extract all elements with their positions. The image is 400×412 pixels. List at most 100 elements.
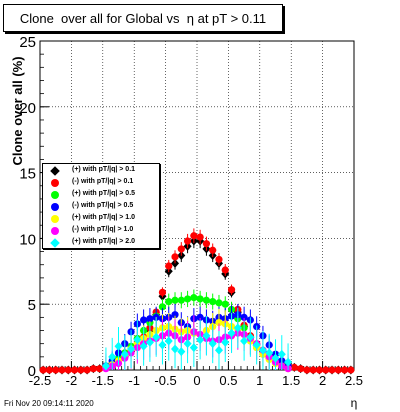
- data-point: [96, 365, 104, 373]
- data-point: [221, 266, 229, 274]
- data-point: [328, 366, 336, 374]
- legend-marker-2: [51, 191, 59, 199]
- data-point: [145, 337, 154, 347]
- y-tick-label: 25: [19, 34, 36, 51]
- data-point: [183, 237, 192, 245]
- chart-title: Clone over all for Global vs η at pT > 0…: [3, 4, 283, 32]
- legend-label: (+) with pT/|q| > 0.5: [72, 190, 136, 197]
- series-1: [39, 228, 355, 374]
- data-point: [215, 255, 223, 264]
- data-point: [133, 335, 142, 345]
- data-point: [340, 366, 349, 374]
- data-point: [215, 319, 223, 327]
- x-tick-label: -2: [66, 373, 78, 388]
- data-point: [120, 349, 129, 359]
- data-point: [214, 345, 223, 355]
- data-point: [347, 366, 355, 374]
- data-point: [114, 341, 123, 351]
- data-point: [165, 297, 173, 306]
- data-point: [83, 366, 91, 374]
- legend: (+) with pT/|q| > 0.1 (-) with pT/|q| > …: [42, 163, 160, 249]
- x-tick-label: -2.5: [29, 373, 51, 388]
- data-point: [183, 339, 192, 349]
- data-point: [227, 328, 236, 338]
- legend-entry: (+) with pT/|q| > 1.0: [43, 213, 159, 225]
- data-point: [258, 345, 267, 355]
- legend-entry: (-) with pT/|q| > 0.1: [43, 177, 159, 189]
- x-tick-label: 0: [193, 373, 200, 388]
- data-point: [322, 366, 330, 374]
- data-point: [183, 295, 192, 303]
- data-point: [303, 366, 311, 374]
- timestamp-footer: Fri Nov 20 09:14:11 2020: [4, 399, 94, 408]
- data-point: [209, 297, 217, 306]
- data-point: [309, 366, 317, 374]
- data-point: [158, 288, 167, 296]
- data-point: [108, 352, 117, 362]
- data-point: [202, 331, 211, 341]
- data-point: [77, 366, 85, 374]
- legend-entry: (-) with pT/|q| > 0.5: [43, 201, 159, 213]
- legend-label: (+) with pT/|q| > 2.0: [72, 238, 136, 245]
- data-point: [196, 295, 204, 303]
- x-tick-label: -1.5: [92, 373, 114, 388]
- data-point: [158, 303, 167, 311]
- data-point: [64, 366, 72, 374]
- data-point: [290, 363, 298, 371]
- legend-label: (+) with pT/|q| > 1.0: [72, 214, 136, 221]
- legend-entry: (+) with pT/|q| > 0.1: [43, 165, 159, 177]
- legend-entry: (+) with pT/|q| > 2.0: [43, 237, 159, 249]
- legend-marker-6: [50, 238, 60, 248]
- legend-label: (+) with pT/|q| > 0.1: [72, 166, 136, 173]
- data-point: [315, 366, 324, 374]
- legend-marker-0: [50, 166, 60, 176]
- y-axis-label: Clone over all (%): [10, 56, 25, 165]
- data-point: [284, 357, 293, 367]
- x-tick-label: 0.5: [219, 373, 237, 388]
- y-tick-label: 5: [28, 297, 36, 314]
- data-point: [189, 343, 198, 353]
- data-point: [70, 366, 79, 374]
- data-point: [190, 232, 198, 240]
- legend-entry: (-) with pT/|q| > 1.0: [43, 225, 159, 237]
- x-tick-label: 1.5: [282, 373, 300, 388]
- data-point: [171, 344, 180, 354]
- data-point: [58, 366, 66, 374]
- data-point: [171, 311, 179, 319]
- data-point: [240, 336, 249, 346]
- x-tick-label: -0.5: [154, 373, 176, 388]
- data-point: [52, 366, 60, 374]
- y-tick-label: 15: [19, 166, 36, 183]
- data-point: [190, 294, 198, 302]
- data-point: [277, 349, 286, 359]
- series-6: [101, 307, 293, 371]
- data-point: [233, 323, 242, 333]
- data-point: [177, 296, 185, 304]
- data-point: [265, 348, 274, 358]
- legend-entry: (+) with pT/|q| > 0.5: [43, 189, 159, 201]
- data-point: [240, 313, 248, 321]
- data-point: [140, 316, 148, 324]
- data-point: [215, 299, 223, 307]
- data-point: [171, 258, 180, 268]
- x-tick-label: 1: [256, 373, 263, 388]
- data-point: [334, 366, 342, 374]
- y-tick-label: 20: [19, 100, 36, 117]
- legend-label: (-) with pT/|q| > 1.0: [72, 226, 134, 233]
- data-point: [152, 332, 161, 342]
- data-point: [252, 340, 261, 350]
- data-point: [196, 233, 204, 241]
- y-tick-label: 0: [28, 363, 36, 380]
- data-point: [196, 313, 204, 321]
- data-point: [171, 253, 179, 261]
- data-point: [177, 347, 186, 357]
- x-tick-label: -1: [128, 373, 140, 388]
- legend-label: (-) with pT/|q| > 0.5: [72, 202, 134, 209]
- legend-marker-3: [51, 203, 59, 211]
- data-point: [196, 335, 205, 345]
- data-point: [221, 337, 230, 347]
- data-point: [164, 336, 173, 346]
- legend-marker-5: [51, 227, 59, 235]
- data-point: [202, 240, 211, 248]
- x-tick-label: 2: [319, 373, 326, 388]
